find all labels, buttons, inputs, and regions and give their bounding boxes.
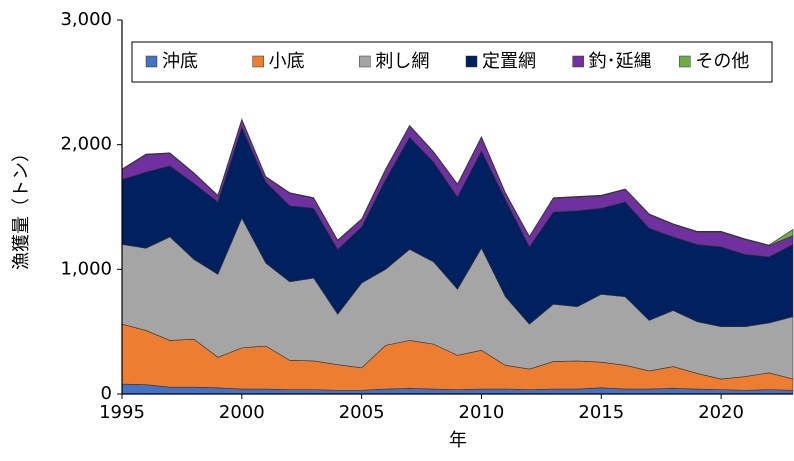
legend-swatch	[572, 55, 584, 68]
x-tick-label: 2020	[698, 402, 744, 423]
y-axis-title: 漁獲量（トン）	[11, 144, 32, 270]
legend-swatch	[465, 55, 478, 68]
legend-swatch	[679, 55, 691, 68]
legend-label: その他	[695, 51, 749, 72]
x-tick-label: 2005	[339, 402, 385, 423]
legend: 沖底 小底 刺し網 定置網 釣･延縄 その他	[131, 41, 773, 83]
legend-swatch	[359, 55, 371, 68]
x-tick-label: 2015	[578, 402, 624, 423]
y-tick-label: 1,000	[60, 258, 112, 279]
legend-label: 定置網	[482, 51, 536, 72]
y-tick-label: 3,000	[60, 9, 112, 30]
y-tick-label: 2,000	[60, 134, 112, 155]
legend-label: 釣･延縄	[589, 51, 652, 72]
legend-label: 刺し網	[375, 51, 429, 72]
x-tick-label: 1995	[99, 402, 145, 423]
legend-label: 小底	[269, 51, 305, 72]
legend-box	[131, 41, 773, 83]
legend-label: 沖底	[162, 51, 198, 72]
y-tick-label: 0	[101, 383, 112, 404]
legend-swatch	[252, 55, 264, 68]
x-axis-title: 年	[449, 430, 467, 451]
area	[121, 118, 794, 246]
x-tick-label: 2000	[219, 402, 265, 423]
legend-swatch	[145, 55, 158, 68]
x-tick-label: 2010	[459, 402, 505, 423]
